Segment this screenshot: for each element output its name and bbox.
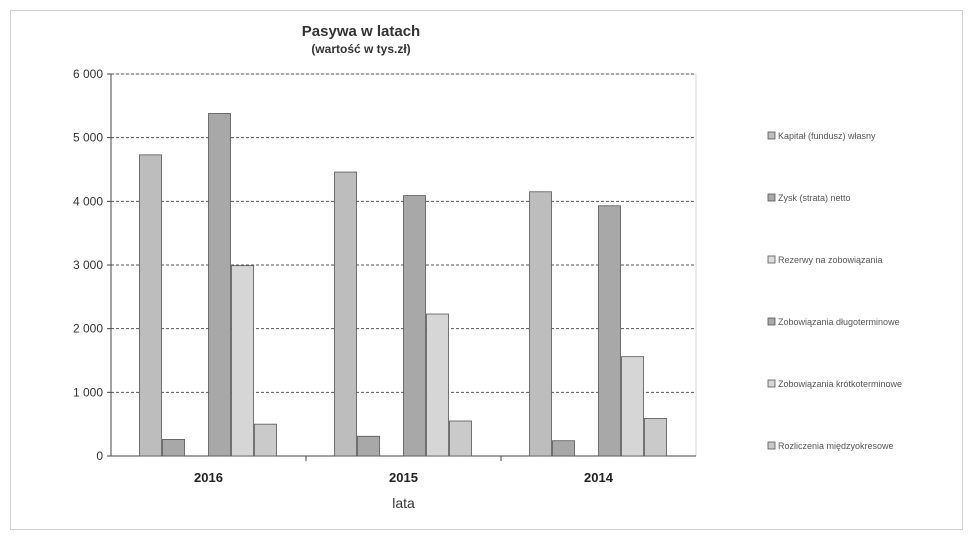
bar [552,440,575,457]
bar [254,423,277,457]
legend-item: Zysk (strata) netto [778,193,851,203]
bar [449,420,472,457]
bar [598,205,621,457]
y-tick-label: 0 [96,449,103,463]
chart-title: Pasywa w latach [301,23,421,40]
bar-chart: 0 1 000 2 000 3 000 4 000 5 000 6 000 2016 2015 2… [73,67,902,511]
bar [162,439,185,457]
legend-item: Kapitał (fundusz) własny [778,131,876,141]
bar [426,313,449,457]
bar [621,356,644,457]
bar [529,191,552,457]
chart-frame: Pasywa w latach (wartość w tys.zł) 0 1 00… [10,10,963,530]
chart-subtitle: (wartość w tys.zł) [311,42,411,56]
legend-swatch [767,193,776,202]
legend-swatch [767,131,776,140]
bar [644,418,667,457]
bar [231,265,254,457]
legend-item: Rozliczenia międzyokresowe [778,441,894,451]
y-tick-label: 3 000 [73,258,103,272]
legend-swatch [767,317,776,326]
legend-item: Zobowiązania długoterminowe [778,317,900,327]
y-tick-label: 6 000 [73,67,103,81]
bar [403,195,426,457]
legend-item: Zobowiązania krótkoterminowe [778,379,902,389]
x-tick-label: 2016 [194,470,223,485]
bar [334,171,357,457]
chart-title-block: Pasywa w latach (wartość w tys.zł) [11,23,711,56]
x-tick-label: 2015 [389,470,418,485]
y-tick-label: 2 000 [73,322,103,336]
bar [139,154,162,457]
bar [357,435,380,457]
y-tick-label: 4 000 [73,194,103,208]
x-tick-label: 2014 [584,470,614,485]
x-axis-label: lata [392,495,415,511]
legend-item: Rezerwy na zobowiązania [778,255,883,265]
bar [208,113,231,457]
legend-swatch [767,379,776,388]
y-tick-label: 1 000 [73,385,103,399]
legend-swatch [767,441,776,450]
y-tick-label: 5 000 [73,131,103,145]
legend-swatch [767,255,776,264]
